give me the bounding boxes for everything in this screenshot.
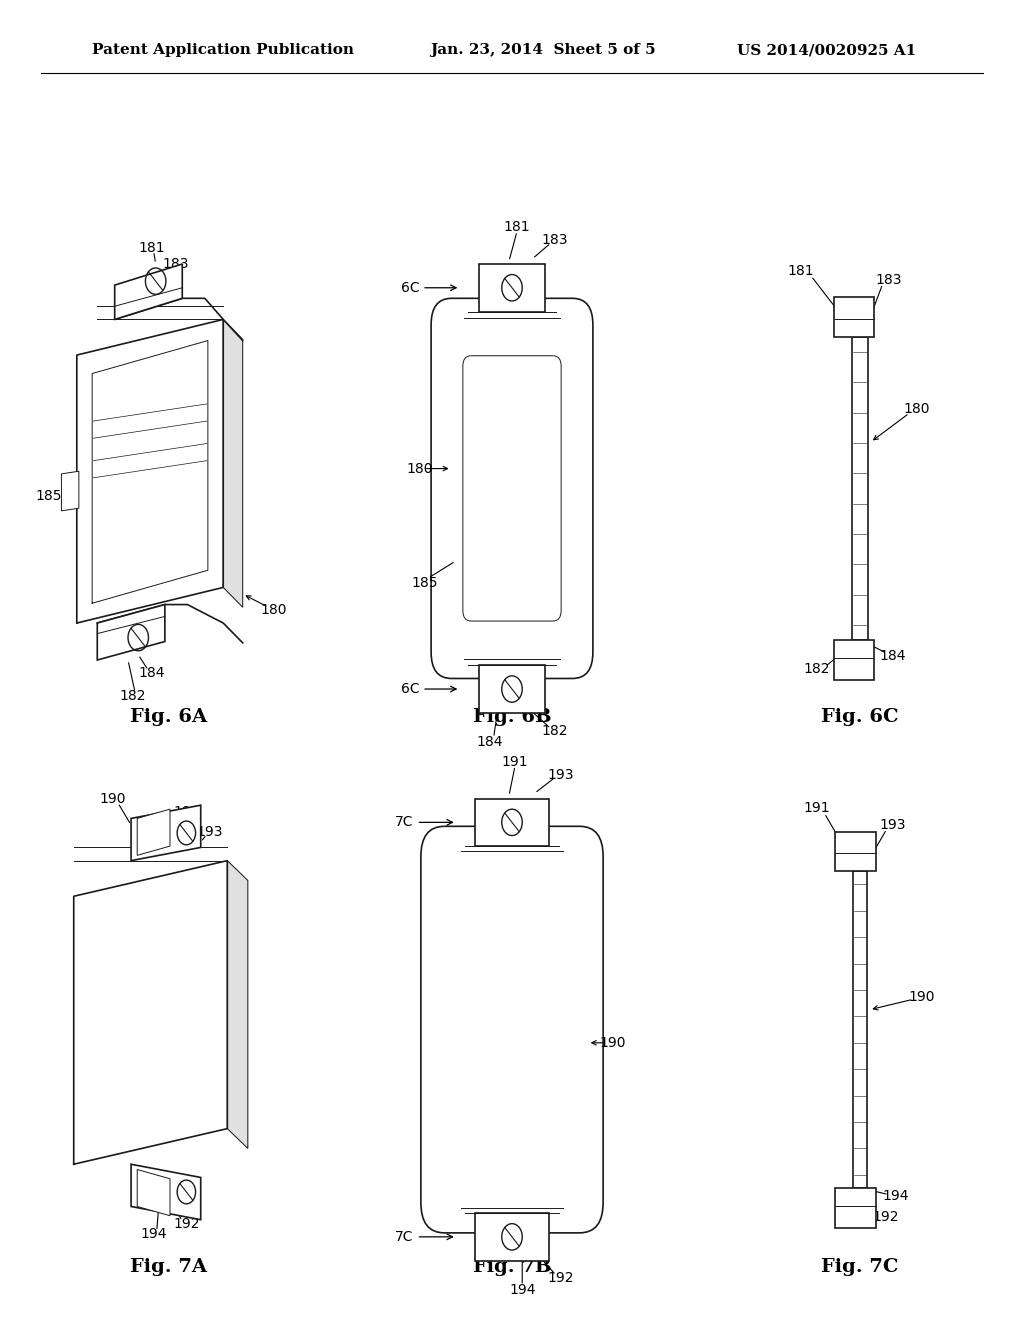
Polygon shape — [223, 319, 243, 607]
Text: 191: 191 — [804, 801, 830, 814]
Bar — [479, 264, 545, 312]
Polygon shape — [115, 264, 182, 319]
Text: 190: 190 — [99, 792, 126, 805]
Polygon shape — [77, 319, 223, 623]
Bar — [475, 799, 549, 846]
Bar — [835, 1188, 876, 1228]
Text: Fig. 7C: Fig. 7C — [821, 1258, 899, 1276]
Bar — [479, 665, 545, 713]
Text: 190: 190 — [908, 990, 935, 1003]
Text: 193: 193 — [548, 768, 574, 781]
Text: 193: 193 — [880, 818, 906, 832]
FancyBboxPatch shape — [431, 298, 593, 678]
Text: 182: 182 — [542, 725, 568, 738]
Polygon shape — [97, 605, 165, 660]
Text: 184: 184 — [880, 649, 906, 663]
Text: 185: 185 — [412, 577, 438, 590]
Text: Fig. 6B: Fig. 6B — [473, 708, 551, 726]
Text: Fig. 6C: Fig. 6C — [821, 708, 899, 726]
Text: 194: 194 — [883, 1189, 909, 1203]
Text: Fig. 7B: Fig. 7B — [473, 1258, 551, 1276]
Text: Fig. 7A: Fig. 7A — [130, 1258, 208, 1276]
Bar — [853, 871, 867, 1188]
Bar — [834, 640, 874, 680]
Polygon shape — [74, 861, 227, 1164]
Polygon shape — [137, 1170, 170, 1216]
Text: 192: 192 — [173, 1217, 200, 1230]
Text: 193: 193 — [197, 825, 223, 838]
Text: 7C: 7C — [395, 816, 453, 829]
Text: 181: 181 — [787, 264, 814, 277]
Text: US 2014/0020925 A1: US 2014/0020925 A1 — [737, 44, 916, 57]
Text: 6C: 6C — [400, 682, 456, 696]
FancyBboxPatch shape — [421, 826, 603, 1233]
FancyBboxPatch shape — [463, 356, 561, 622]
Text: 183: 183 — [542, 234, 568, 247]
Text: 180: 180 — [260, 603, 287, 616]
Text: 182: 182 — [804, 663, 830, 676]
Text: 184: 184 — [138, 667, 165, 680]
Text: 191: 191 — [173, 805, 200, 818]
Bar — [475, 1213, 549, 1261]
Text: 181: 181 — [504, 220, 530, 234]
Text: 190: 190 — [599, 1036, 626, 1049]
Text: 180: 180 — [903, 403, 930, 416]
Text: 191: 191 — [502, 755, 528, 768]
Bar — [835, 832, 876, 871]
Text: 181: 181 — [138, 242, 165, 255]
Bar — [852, 337, 868, 640]
Text: 194: 194 — [140, 1228, 167, 1241]
Polygon shape — [137, 809, 170, 855]
Text: 184: 184 — [476, 735, 503, 748]
Polygon shape — [61, 471, 79, 511]
Text: 7C: 7C — [395, 1230, 453, 1243]
Text: 182: 182 — [120, 689, 146, 702]
Polygon shape — [131, 805, 201, 861]
Polygon shape — [131, 1164, 201, 1220]
Text: 6C: 6C — [400, 281, 456, 294]
Text: Jan. 23, 2014  Sheet 5 of 5: Jan. 23, 2014 Sheet 5 of 5 — [430, 44, 655, 57]
Bar — [834, 297, 874, 337]
Text: 180: 180 — [407, 462, 433, 475]
Text: 192: 192 — [548, 1271, 574, 1284]
Text: 194: 194 — [509, 1283, 536, 1296]
Text: Patent Application Publication: Patent Application Publication — [92, 44, 354, 57]
Text: 183: 183 — [876, 273, 902, 286]
Polygon shape — [227, 861, 248, 1148]
Text: 183: 183 — [163, 257, 189, 271]
Text: Fig. 6A: Fig. 6A — [130, 708, 208, 726]
Text: 185: 185 — [36, 490, 62, 503]
Text: 192: 192 — [872, 1210, 899, 1224]
